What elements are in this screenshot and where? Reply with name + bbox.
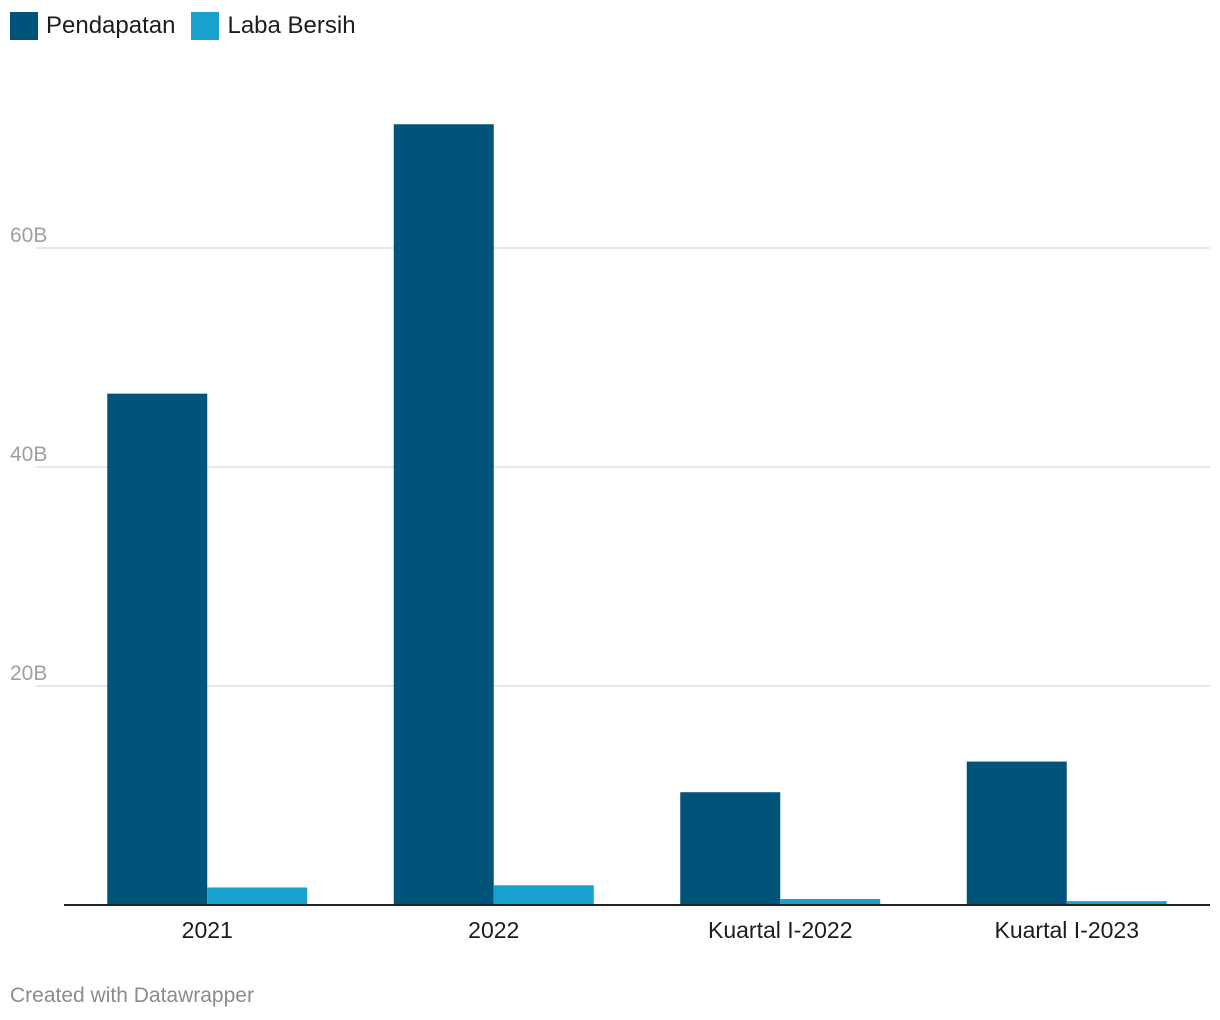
bar-laba-bersih bbox=[207, 887, 308, 905]
y-tick-label: 20B bbox=[10, 662, 47, 685]
bar-pendapatan bbox=[680, 792, 781, 905]
bar-laba-bersih bbox=[493, 885, 594, 905]
chart-legend: Pendapatan Laba Bersih bbox=[10, 10, 356, 42]
x-tick-label: Kuartal I-2022 bbox=[708, 917, 852, 943]
bar-pendapatan bbox=[393, 124, 494, 905]
y-tick-label: 40B bbox=[10, 443, 47, 466]
x-tick-label: 2022 bbox=[468, 917, 519, 943]
legend-label-laba-bersih: Laba Bersih bbox=[227, 12, 356, 39]
bar-pendapatan bbox=[107, 393, 208, 905]
y-tick-label: 60B bbox=[10, 224, 47, 247]
legend-item-pendapatan: Pendapatan bbox=[10, 12, 175, 40]
x-tick-label: 2021 bbox=[182, 917, 233, 943]
x-tick-label: Kuartal I-2023 bbox=[995, 917, 1139, 943]
legend-swatch-laba-bersih bbox=[191, 12, 220, 40]
legend-label-pendapatan: Pendapatan bbox=[46, 12, 176, 39]
datawrapper-credit: Created with Datawrapper bbox=[10, 984, 254, 1007]
bar-laba-bersih bbox=[1066, 901, 1167, 905]
legend-item-laba-bersih: Laba Bersih bbox=[191, 12, 356, 40]
bar-laba-bersih bbox=[780, 898, 881, 905]
bar-pendapatan bbox=[966, 761, 1067, 905]
legend-swatch-pendapatan bbox=[10, 12, 38, 40]
